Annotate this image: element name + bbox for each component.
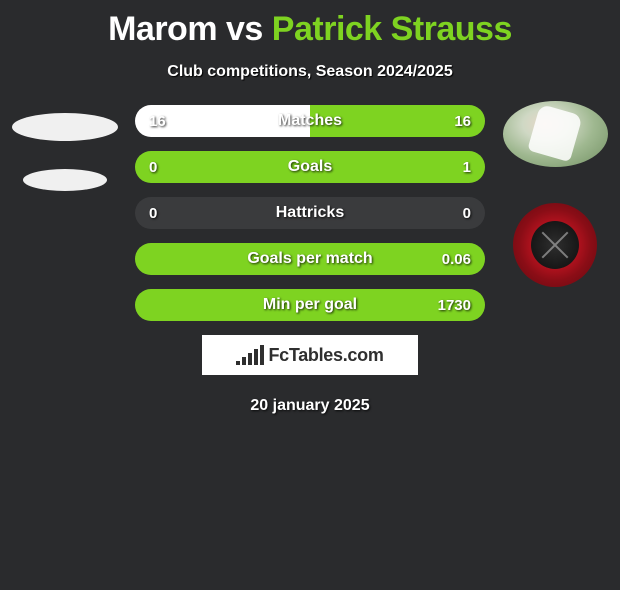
bar-value-right: 1730 (438, 297, 471, 314)
season-subtitle: Club competitions, Season 2024/2025 (0, 63, 620, 81)
bar-label: Goals (135, 158, 485, 176)
comparison-content: Matches1616Goals01Hattricks00Goals per m… (0, 105, 620, 321)
vs-text: vs (226, 10, 263, 48)
player2-name: Patrick Strauss (272, 10, 512, 48)
bar-value-right: 0 (463, 205, 471, 222)
bar-value-right: 1 (463, 159, 471, 176)
stat-bar-row: Hattricks0 0 (135, 197, 485, 229)
brand-box: FcTables.com (202, 335, 418, 375)
stat-bar-row: Goals per match0.06 (135, 243, 485, 275)
bar-value-right: 0.06 (442, 251, 471, 268)
player1-name: Marom (108, 10, 217, 48)
brand-text: FcTables.com (268, 345, 383, 366)
player1-column (0, 105, 130, 191)
player1-club-logo (23, 169, 107, 191)
date-line: 20 january 2025 (0, 397, 620, 415)
comparison-title: Marom vs Patrick Strauss (0, 10, 620, 49)
bar-label: Hattricks (135, 204, 485, 222)
bar-value-left: 0 (149, 159, 157, 176)
bar-label: Matches (135, 112, 485, 130)
player2-column (490, 105, 620, 287)
player2-club-logo (513, 203, 597, 287)
player2-photo (503, 101, 608, 167)
stat-bar-row: Min per goal1730 (135, 289, 485, 321)
brand-bars-icon (236, 345, 264, 365)
stat-bar-row: Matches16 16 (135, 105, 485, 137)
bar-value-left: 0 (149, 205, 157, 222)
stat-bar-row: Goals0 1 (135, 151, 485, 183)
bar-value-left: 16 (149, 113, 166, 130)
bar-value-right: 16 (454, 113, 471, 130)
stat-bars: Matches1616Goals01Hattricks00Goals per m… (135, 105, 485, 321)
player1-photo (12, 113, 118, 141)
bar-label: Goals per match (135, 250, 485, 268)
bar-label: Min per goal (135, 296, 485, 314)
